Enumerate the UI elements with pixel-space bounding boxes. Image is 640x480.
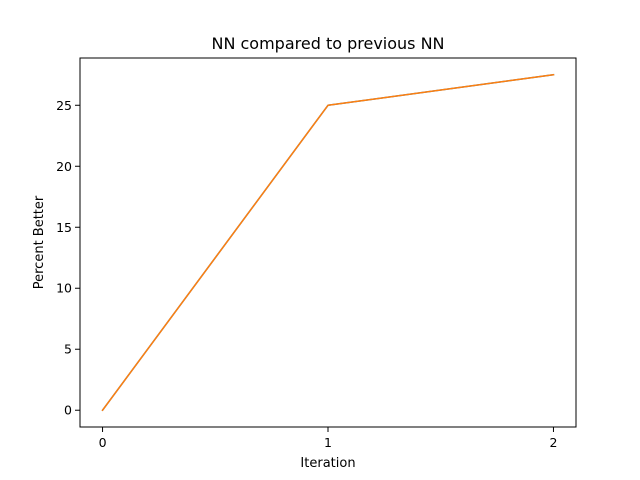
x-tick-label: 0 [99, 435, 107, 450]
y-tick-label: 20 [56, 159, 72, 174]
x-axis: 0 1 2 [99, 427, 557, 450]
y-tick-label: 15 [56, 220, 72, 235]
series-line [101, 73, 555, 412]
y-tick-label: 10 [56, 281, 72, 296]
series-layer [101, 73, 555, 412]
x-tick-label: 1 [324, 435, 332, 450]
x-axis-label: Iteration [300, 456, 355, 471]
x-tick-label: 2 [549, 435, 557, 450]
y-tick-label: 25 [56, 98, 72, 113]
plot-area: 0 1 2 0 5 10 15 20 25 [56, 57, 577, 450]
y-axis: 0 5 10 15 20 25 [56, 98, 80, 418]
y-tick-label: 0 [64, 403, 72, 418]
chart-title: NN compared to previous NN [211, 34, 444, 53]
y-axis-label: Percent Better [32, 195, 47, 289]
y-tick-label: 5 [64, 342, 72, 357]
